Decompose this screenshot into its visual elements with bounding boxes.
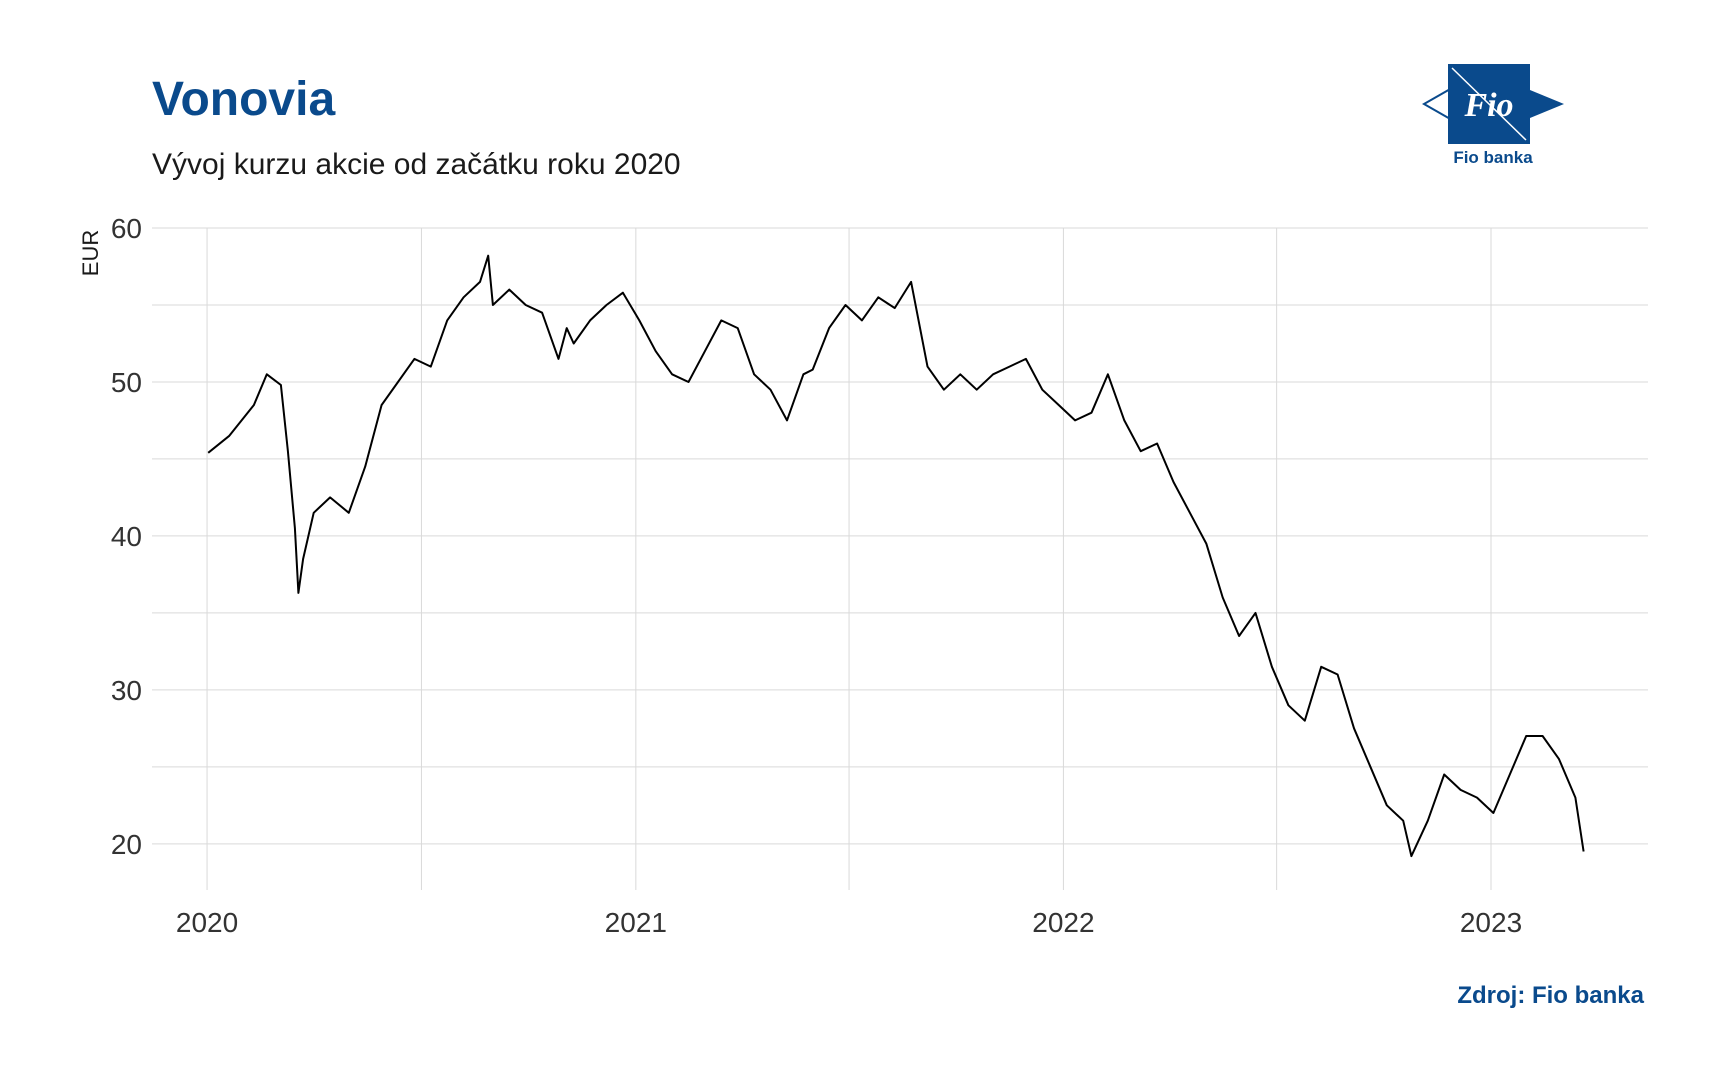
chart-subtitle: Vývoj kurzu akcie od začátku roku 2020 xyxy=(152,148,681,181)
line-chart: 20 30 40 50 60 2020 2021 2022 2023 EUR xyxy=(78,213,1648,938)
chart-grid xyxy=(152,227,1648,890)
fio-logo-icon: Fio xyxy=(1421,64,1564,144)
y-axis-title: EUR xyxy=(78,230,103,276)
source-note: Zdroj: Fio banka xyxy=(1457,982,1644,1009)
series-line xyxy=(207,254,1585,858)
logo-arrow-right xyxy=(1530,90,1564,118)
y-tick-label: 50 xyxy=(111,367,142,398)
y-tick-label: 60 xyxy=(111,213,142,244)
logo-diagonal xyxy=(1451,67,1527,141)
y-tick-label: 40 xyxy=(111,521,142,552)
logo-label: Fio banka xyxy=(1453,148,1533,167)
y-tick-label: 20 xyxy=(111,829,142,860)
x-tick-label: 2020 xyxy=(176,907,238,938)
x-tick-label: 2021 xyxy=(605,907,667,938)
logo-text: Fio xyxy=(1463,87,1513,124)
y-tick-label: 30 xyxy=(111,675,142,706)
x-axis: 2020 2021 2022 2023 xyxy=(176,907,1522,938)
x-tick-label: 2023 xyxy=(1460,907,1522,938)
x-tick-label: 2022 xyxy=(1032,907,1094,938)
y-axis: 20 30 40 50 60 xyxy=(111,213,142,860)
chart-title: Vonovia xyxy=(152,73,336,126)
